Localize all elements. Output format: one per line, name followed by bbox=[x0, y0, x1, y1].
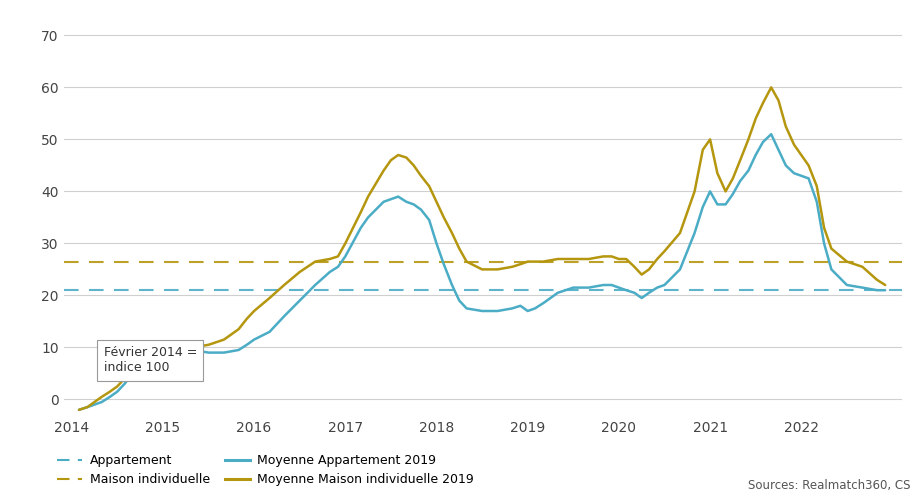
Legend: Appartement, Maison individuelle, Moyenne Appartement 2019, Moyenne Maison indiv: Appartement, Maison individuelle, Moyenn… bbox=[52, 449, 479, 491]
Text: Février 2014 =
indice 100: Février 2014 = indice 100 bbox=[104, 346, 197, 374]
Text: Sources: Realmatch360, CS: Sources: Realmatch360, CS bbox=[747, 480, 910, 492]
